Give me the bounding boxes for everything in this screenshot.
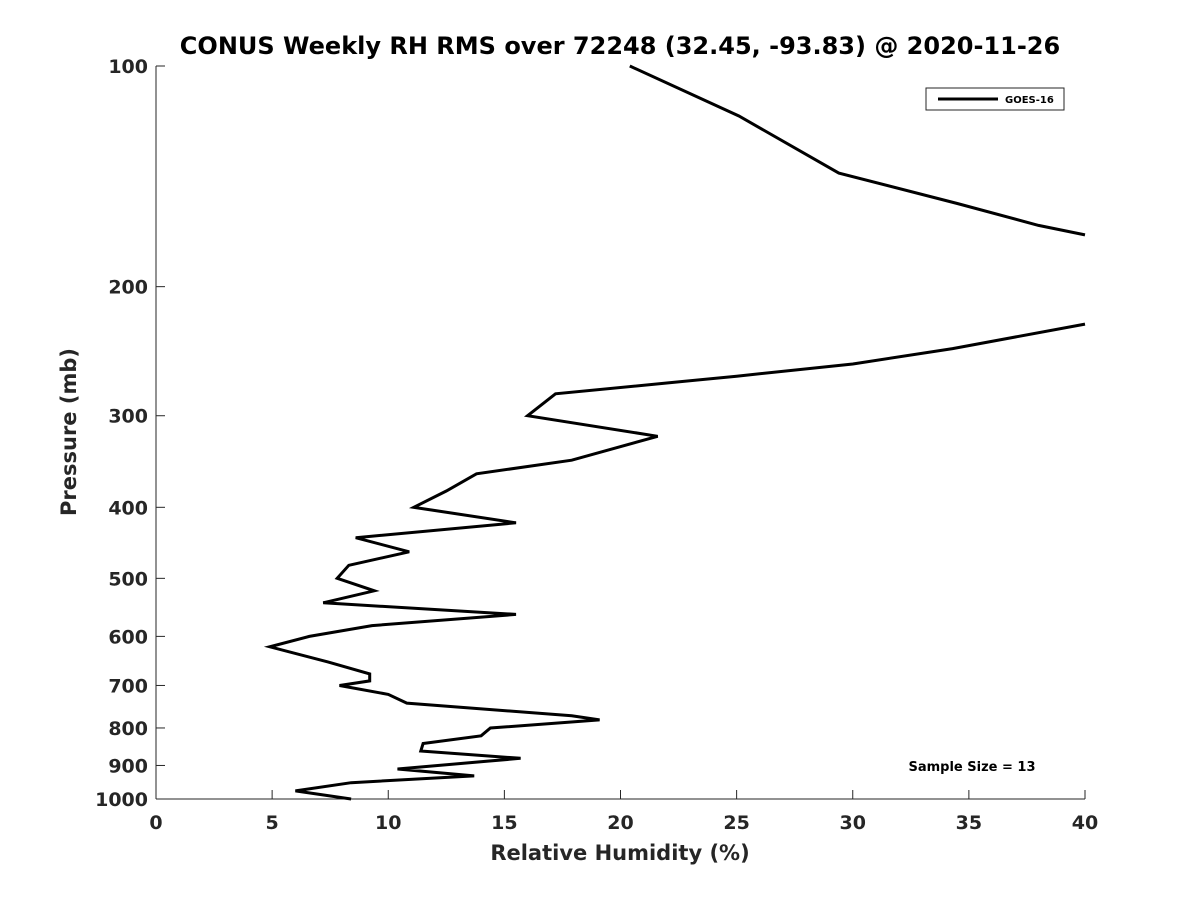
- x-axis-ticks: 0 5 10 15 20 25 30 35 40: [149, 790, 1098, 834]
- legend: GOES-16: [925, 87, 1065, 111]
- x-tick-label: 10: [375, 812, 401, 834]
- series-layer: [263, 64, 1086, 801]
- x-tick-label: 40: [1072, 812, 1098, 834]
- y-tick-label: 800: [108, 718, 148, 740]
- x-tick-label: 20: [607, 812, 633, 834]
- x-tick-label: 25: [723, 812, 749, 834]
- x-tick-label: 0: [149, 812, 162, 834]
- y-tick-label: 600: [108, 626, 148, 648]
- y-tick-label: 700: [108, 675, 148, 697]
- x-tick-label: 5: [266, 812, 279, 834]
- y-axis-ticks: 100 200 300 400 500 600 700 800 900 1000: [95, 56, 165, 811]
- y-axis-label: Pressure (mb): [57, 348, 81, 516]
- x-tick-label: 15: [491, 812, 517, 834]
- y-tick-label: 300: [108, 406, 148, 428]
- y-tick-label: 900: [108, 755, 148, 777]
- series-line-goes-16-segment-1: [629, 64, 1086, 237]
- legend-entry-goes-16: GOES-16: [1005, 95, 1054, 106]
- y-tick-label: 200: [108, 277, 148, 299]
- series-line-goes-16-segment-2: [263, 322, 1086, 801]
- sample-size-annotation: Sample Size = 13: [908, 760, 1035, 775]
- x-tick-label: 30: [840, 812, 866, 834]
- y-tick-label: 500: [108, 568, 148, 590]
- chart-title: CONUS Weekly RH RMS over 72248 (32.45, -…: [180, 32, 1060, 60]
- x-tick-label: 35: [956, 812, 982, 834]
- x-axis-label: Relative Humidity (%): [490, 841, 749, 865]
- y-tick-label: 100: [108, 56, 148, 78]
- y-tick-label: 400: [108, 497, 148, 519]
- y-tick-label: 1000: [95, 789, 148, 811]
